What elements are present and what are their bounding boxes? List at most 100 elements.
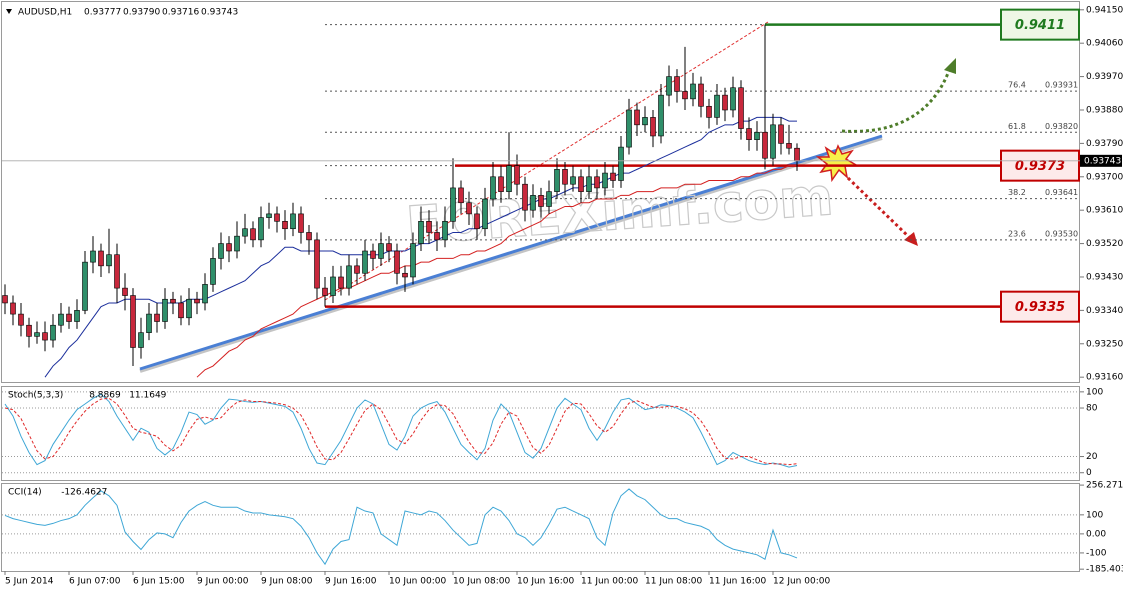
candle-body: [338, 276, 344, 289]
candle-body: [370, 250, 376, 259]
y-tick-label: 0.93970: [1086, 72, 1123, 82]
candle-body: [650, 117, 656, 137]
y-tick-label: 0.93520: [1086, 239, 1123, 249]
trendline-shadow: [139, 136, 883, 373]
candle-body: [58, 313, 64, 326]
candle-body: [658, 94, 664, 137]
candle-body: [2, 295, 8, 304]
candle-body: [506, 165, 512, 192]
candle-body: [258, 217, 264, 241]
header-quote: 0.93790: [123, 8, 160, 18]
candle-body: [378, 243, 384, 259]
x-tick-label: 6 Jun 07:00: [69, 577, 121, 587]
indicator-value: 8.8869: [89, 391, 121, 401]
candle-body: [634, 109, 640, 126]
candle-body: [594, 176, 600, 189]
y-tick-label: -185.4039: [1086, 565, 1123, 575]
up-arrow-path: [841, 67, 952, 133]
candle-body: [282, 221, 288, 230]
candle-body: [322, 287, 328, 296]
candle-body: [50, 324, 56, 341]
candle-body: [210, 258, 216, 285]
fib-price: 0.93641: [1045, 188, 1078, 197]
candle-body: [698, 83, 704, 107]
down-arrow-path: [846, 176, 912, 240]
candle-body: [546, 191, 552, 207]
candle-body: [306, 232, 312, 241]
candle-body: [146, 313, 152, 333]
candle-body: [426, 221, 432, 233]
indicator-line: [196, 165, 797, 378]
down-arrow-head: [904, 232, 918, 246]
y-tick-label: 80: [1086, 404, 1098, 414]
candle-body: [402, 272, 408, 278]
indicator-title: CCI(14): [8, 488, 42, 498]
candle-body: [202, 284, 208, 304]
main-panel: [1, 1, 1080, 383]
candle-body: [106, 254, 112, 267]
y-tick-label: 100: [1086, 387, 1103, 397]
fib-ratio: 61.8: [1008, 122, 1026, 131]
header-quote: 0.93716: [162, 8, 199, 18]
y-tick-label: 0.94150: [1086, 5, 1123, 15]
candle-body: [450, 187, 456, 222]
y-tick-label: 0.93160: [1086, 373, 1123, 383]
level-box: [1000, 290, 1080, 323]
candle-body: [794, 147, 800, 162]
fib-ratio: 76.4: [1008, 81, 1026, 90]
x-tick-label: 10 Jun 00:00: [389, 577, 446, 587]
candle-body: [522, 183, 528, 211]
cci-panel: [1, 483, 1080, 572]
candle-body: [290, 213, 296, 230]
candle-body: [642, 117, 648, 126]
candle-body: [266, 213, 272, 218]
x-tick-label: 9 Jun 16:00: [325, 577, 377, 587]
x-tick-label: 11 Jun 08:00: [645, 577, 702, 587]
candle-body: [234, 235, 240, 252]
x-tick-label: 10 Jun 08:00: [453, 577, 510, 587]
x-tick-label: 11 Jun 00:00: [581, 577, 638, 587]
candle-body: [162, 298, 168, 322]
up-arrow-head: [944, 58, 956, 74]
breakout-burst: [815, 144, 859, 183]
candle-body: [738, 87, 744, 129]
candle-body: [354, 265, 360, 274]
y-tick-label: 100: [1086, 510, 1103, 520]
fib-price: 0.93530: [1045, 229, 1078, 238]
candle-body: [90, 250, 96, 263]
level-label: 0.9335: [1015, 300, 1065, 315]
indicator-line: [4, 393, 798, 468]
candle-body: [226, 243, 232, 252]
candle-body: [530, 195, 536, 211]
candle-body: [570, 176, 576, 185]
fib-ratio: 23.6: [1008, 229, 1026, 238]
indicator-value: -126.4627: [61, 488, 107, 498]
candle-body: [458, 187, 464, 204]
candle-body: [394, 250, 400, 274]
candle-body: [194, 298, 200, 304]
candle-body: [330, 276, 336, 296]
candle-body: [82, 261, 88, 311]
trendline: [139, 134, 883, 371]
candle-body: [130, 295, 136, 348]
stoch-panel: [1, 386, 1080, 481]
indicator-line: [4, 488, 798, 566]
candle-body: [466, 202, 472, 215]
candle-body: [386, 243, 392, 252]
candle-body: [578, 176, 584, 192]
y-tick-label: 256.2715: [1086, 481, 1123, 491]
candle-body: [498, 176, 504, 192]
candle-body: [18, 313, 24, 326]
candle-body: [562, 169, 568, 185]
x-tick-label: 10 Jun 16:00: [517, 577, 574, 587]
candle-body: [490, 176, 496, 200]
fib-price: 0.93931: [1045, 81, 1078, 90]
candle-body: [74, 310, 80, 322]
x-tick-label: 6 Jun 15:00: [133, 577, 185, 587]
candle-body: [474, 213, 480, 230]
candle-body: [218, 243, 224, 259]
candle-body: [34, 332, 40, 337]
candle-body: [10, 302, 16, 315]
